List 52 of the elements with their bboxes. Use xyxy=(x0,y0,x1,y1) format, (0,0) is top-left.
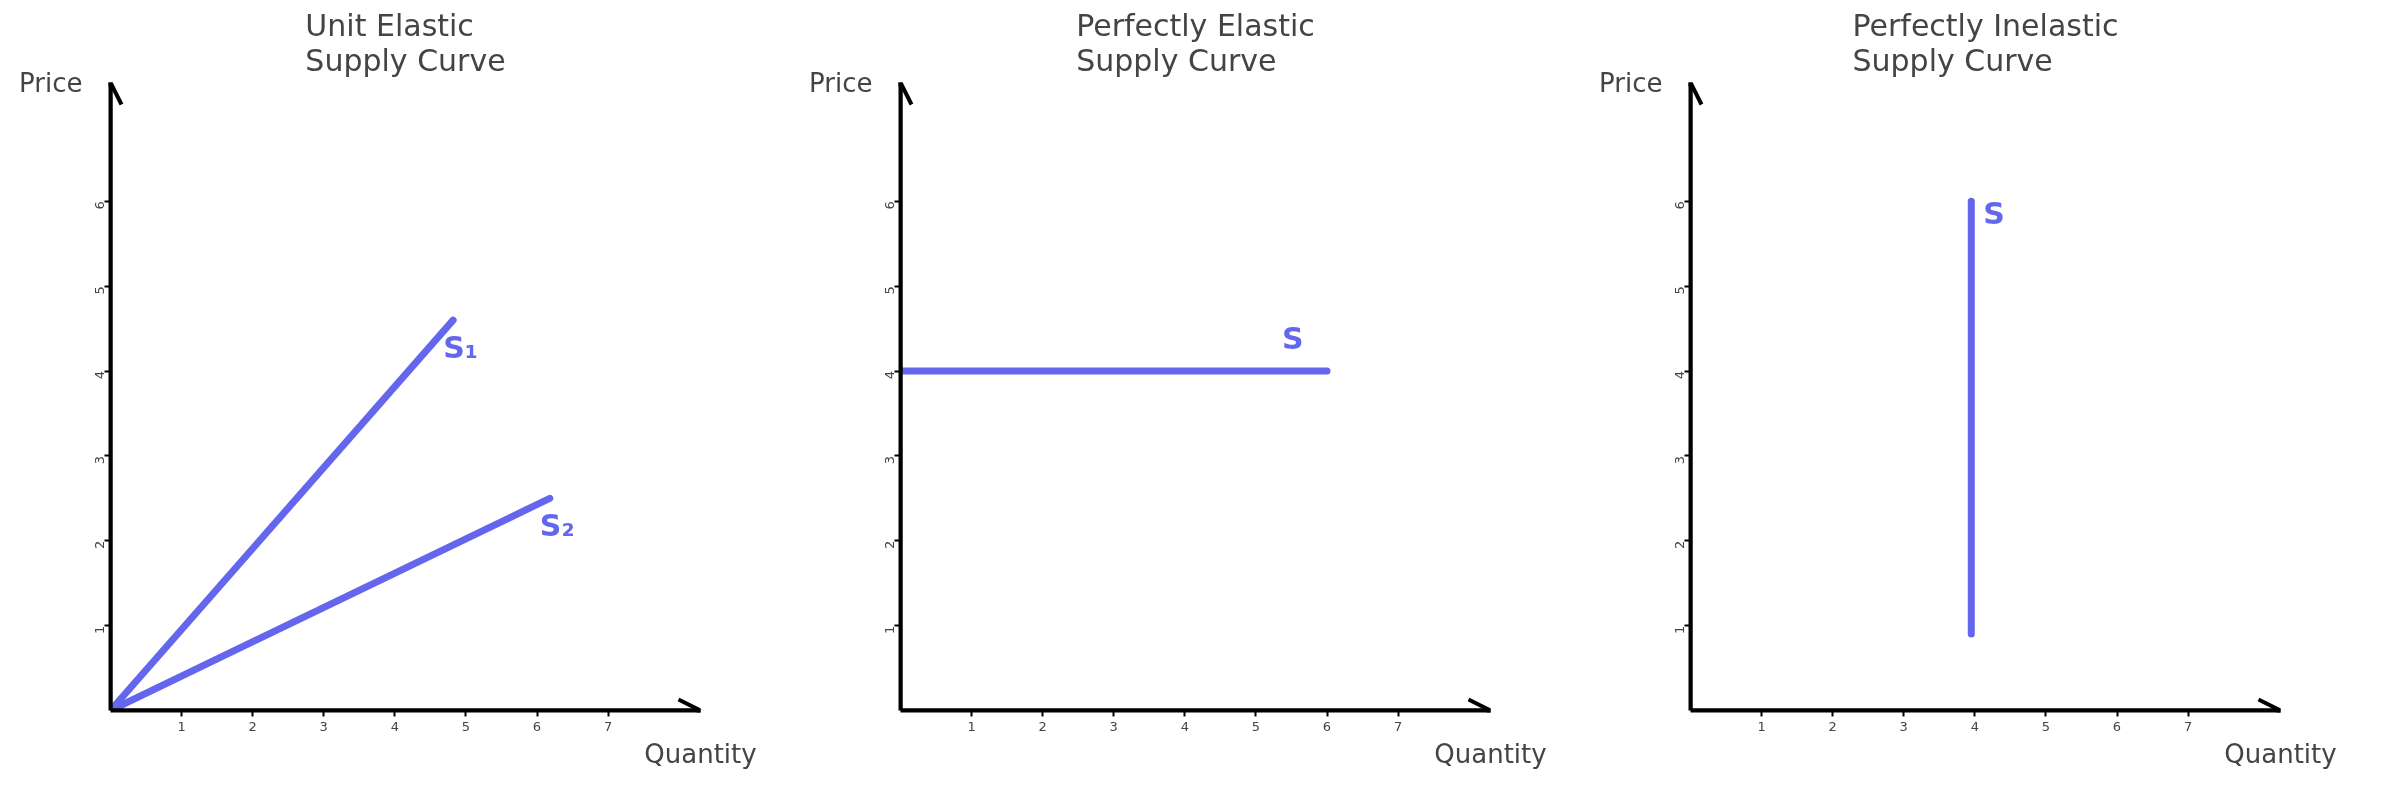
y-tick-label: 3 xyxy=(882,455,897,465)
chart-title: Perfectly Elastic Supply Curve xyxy=(1076,7,1315,78)
y-tick-label: 4 xyxy=(882,371,897,380)
x-tick-label: 3 xyxy=(319,718,328,734)
y-tick-label: 1 xyxy=(92,625,107,634)
x-tick-label: 1 xyxy=(1757,718,1766,734)
y-tick-label: 4 xyxy=(1672,371,1687,380)
x-tick-label: 3 xyxy=(1109,718,1118,734)
x-tick-label: 3 xyxy=(1899,718,1908,734)
series-label: S xyxy=(1983,196,2005,232)
x-tick-label: 5 xyxy=(2041,718,2051,734)
x-axis-title: Quantity xyxy=(1434,738,1547,769)
x-tick-label: 4 xyxy=(1970,718,1979,734)
y-tick-label: 4 xyxy=(92,371,107,380)
x-tick-label: 7 xyxy=(1393,718,1403,734)
y-axis-title: Price xyxy=(809,67,873,98)
series-label: S₁ xyxy=(443,330,478,366)
y-tick-label: 2 xyxy=(1672,540,1687,550)
y-axis-title: Price xyxy=(1599,67,1663,98)
x-tick-label: 1 xyxy=(177,718,186,734)
x-tick-label: 5 xyxy=(461,718,471,734)
y-tick-label: 2 xyxy=(92,540,107,550)
x-tick-label: 2 xyxy=(1038,718,1047,734)
series-label: S xyxy=(1282,321,1304,357)
chart-title: Unit Elastic Supply Curve xyxy=(305,7,506,78)
series-label: S₂ xyxy=(539,508,575,544)
y-tick-label: 6 xyxy=(1672,201,1687,210)
y-tick-label: 3 xyxy=(1672,455,1687,465)
x-tick-label: 4 xyxy=(1180,718,1189,734)
x-tick-label: 6 xyxy=(2112,718,2122,734)
x-tick-label: 2 xyxy=(248,718,257,734)
y-tick-label: 3 xyxy=(92,455,107,465)
y-tick-label: 6 xyxy=(92,201,107,210)
y-tick-label: 5 xyxy=(1672,286,1687,295)
y-tick-label: 6 xyxy=(882,201,897,210)
y-axis-title: Price xyxy=(19,67,83,98)
y-tick-label: 1 xyxy=(882,625,897,634)
y-tick-label: 1 xyxy=(1672,625,1687,634)
x-tick-label: 6 xyxy=(532,718,542,734)
x-tick-label: 2 xyxy=(1828,718,1837,734)
y-tick-label: 5 xyxy=(92,286,107,295)
x-axis-title: Quantity xyxy=(644,738,757,769)
chart-title: Perfectly Inelastic Supply Curve xyxy=(1852,7,2119,78)
x-tick-label: 4 xyxy=(390,718,399,734)
x-tick-label: 5 xyxy=(1251,718,1261,734)
x-axis-title: Quantity xyxy=(2224,738,2337,769)
x-tick-label: 6 xyxy=(1322,718,1332,734)
x-tick-label: 7 xyxy=(2183,718,2193,734)
y-tick-label: 2 xyxy=(882,540,897,550)
y-tick-label: 5 xyxy=(882,286,897,295)
x-tick-label: 7 xyxy=(603,718,613,734)
x-tick-label: 1 xyxy=(967,718,976,734)
